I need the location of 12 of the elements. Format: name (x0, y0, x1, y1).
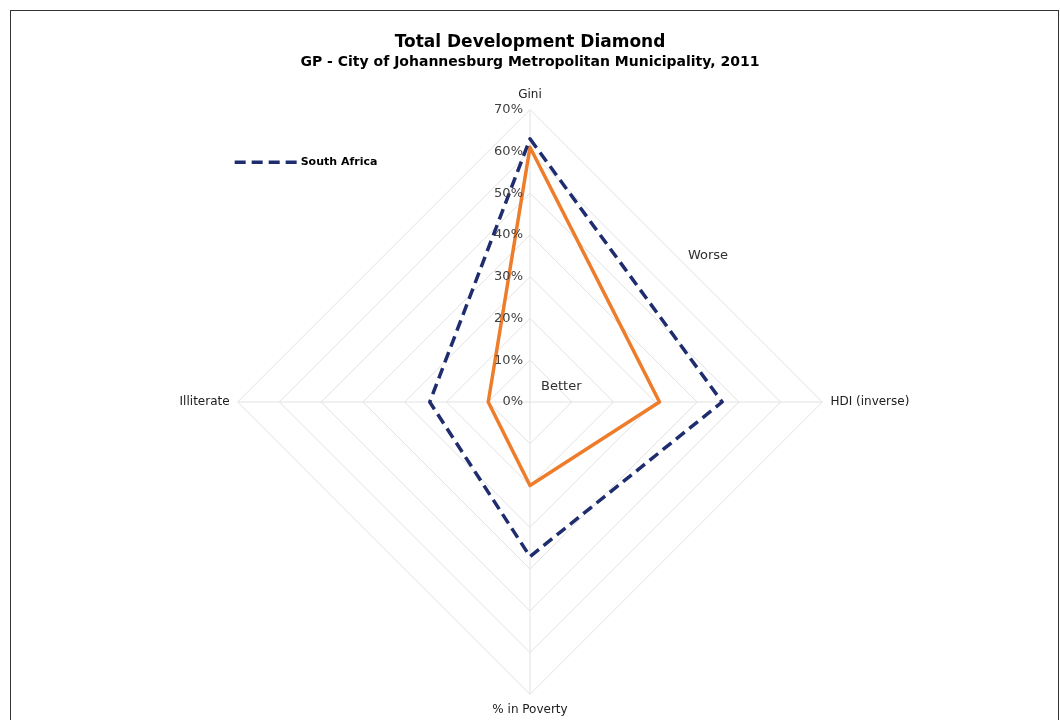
spoke-label: Gini (518, 86, 542, 101)
text: South Africa (300, 155, 378, 169)
y-tick-label: 60% (494, 142, 523, 158)
y-tick-label: 70% (494, 100, 523, 116)
spoke-label: HDI (inverse) (830, 394, 910, 409)
chart-subtitle: GP - City of Johannesburg Metropolitan Municipality, 2011 (300, 53, 760, 70)
spoke-label: Illiterate (179, 394, 230, 409)
spoke-label: % in Poverty (492, 701, 568, 716)
chart-title: Total Development Diamond (394, 30, 666, 51)
y-tick-label: 0% (502, 393, 523, 409)
text: Better (541, 378, 583, 394)
text: Worse (687, 247, 729, 263)
